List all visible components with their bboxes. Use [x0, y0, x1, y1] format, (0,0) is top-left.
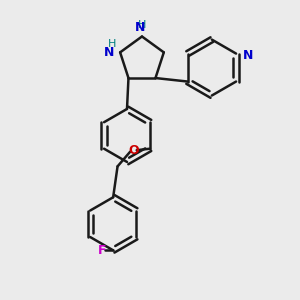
- Text: N: N: [135, 21, 146, 34]
- Text: H: H: [108, 39, 116, 49]
- Text: F: F: [98, 244, 106, 257]
- Text: H: H: [138, 20, 146, 30]
- Text: N: N: [242, 49, 253, 62]
- Text: N: N: [104, 46, 114, 59]
- Text: O: O: [128, 144, 139, 157]
